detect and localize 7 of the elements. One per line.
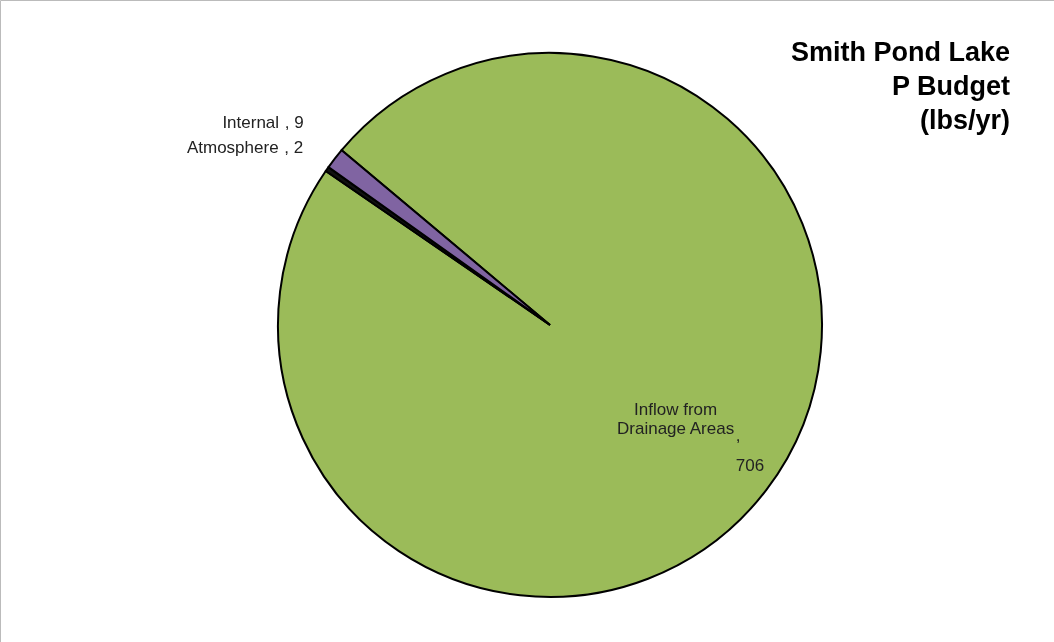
data-label: , 9 bbox=[284, 112, 304, 132]
slice-label: Atmosphere bbox=[186, 138, 279, 158]
data-label: , 706 bbox=[735, 425, 765, 475]
slice-label: Internal bbox=[222, 112, 280, 132]
slice-label: Inflow from Drainage Areas bbox=[617, 400, 735, 439]
data-label: , 2 bbox=[284, 138, 304, 158]
text: Smith Pond Lake P Budget (lbs/yr) bbox=[790, 37, 1010, 135]
